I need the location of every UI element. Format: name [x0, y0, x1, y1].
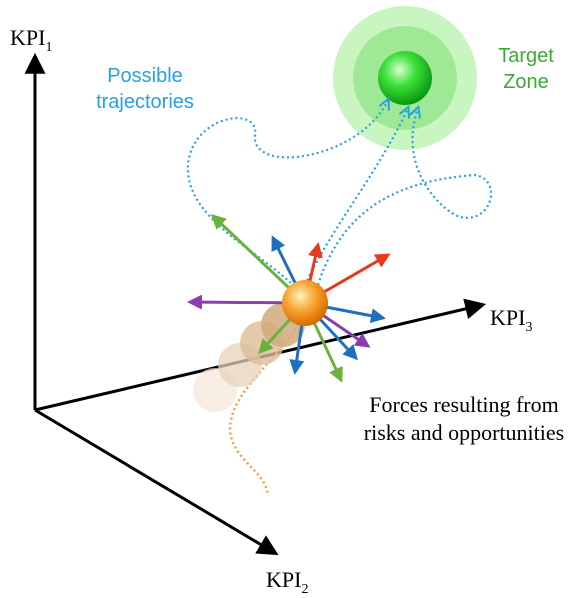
target-sphere — [378, 51, 432, 105]
label-main: KPI — [490, 305, 525, 330]
kpi2-label: KPI2 — [266, 567, 308, 597]
kpi3-label: KPI3 — [490, 305, 532, 335]
diagram: KPI1 KPI3 KPI2 TargetZone Possibletrajec… — [0, 0, 581, 598]
line: Forces resulting from — [369, 392, 558, 417]
label-main: KPI — [10, 25, 45, 50]
target-zone — [333, 6, 477, 150]
axis-kpi2 — [35, 410, 275, 553]
label-main: KPI — [266, 567, 301, 592]
label-sub: 2 — [301, 582, 308, 597]
current-state-ball — [282, 280, 328, 326]
line: Target — [498, 45, 554, 67]
past-path — [193, 303, 305, 495]
forces-label: Forces resulting from risks and opportuni… — [364, 392, 564, 445]
line: trajectories — [96, 91, 194, 113]
line: Possible — [107, 65, 183, 87]
line: Zone — [503, 71, 549, 93]
label-sub: 3 — [525, 320, 532, 335]
kpi1-label: KPI1 — [10, 25, 52, 55]
target-label: Target Zone — [498, 45, 554, 93]
label-sub: 1 — [45, 40, 52, 55]
line: risks and opportunities — [364, 420, 564, 445]
trajectories-label: Possible trajectories — [96, 65, 194, 113]
